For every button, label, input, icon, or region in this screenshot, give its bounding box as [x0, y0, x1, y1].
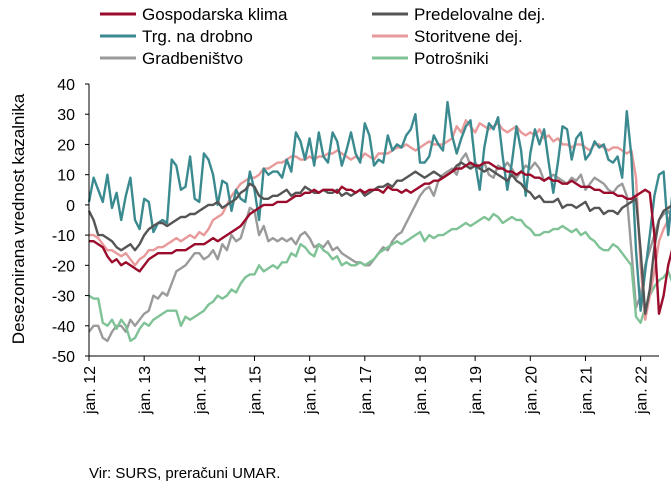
y-tick-label: 40 — [57, 77, 75, 94]
y-tick-label: -50 — [52, 349, 75, 366]
y-tick-label: -40 — [52, 319, 75, 336]
x-tick-label: jan. 19 — [468, 366, 485, 415]
legend: Gospodarska klima Predelovalne dej. Trg. n… — [100, 5, 545, 68]
legend-label-1: Predelovalne dej. — [414, 5, 545, 24]
y-tick-label: 20 — [57, 137, 75, 154]
x-tick-label: jan. 21 — [578, 366, 595, 415]
legend-label-3: Storitvene dej. — [414, 27, 523, 46]
y-tick-label: 30 — [57, 107, 75, 124]
y-tick-label: -20 — [52, 258, 75, 275]
legend-label-5: Potrošniki — [414, 49, 489, 68]
y-tick-label: 10 — [57, 168, 75, 185]
x-tick-label: jan. 17 — [358, 366, 375, 415]
legend-label-4: Gradbeništvo — [142, 49, 243, 68]
x-tick-label: jan. 18 — [413, 366, 430, 415]
series-line-2 — [87, 100, 671, 312]
source-note: Vir: SURS, preračuni UMAR. — [89, 465, 280, 482]
y-tick-label: -30 — [52, 289, 75, 306]
x-tick-label: jan. 15 — [247, 366, 264, 415]
legend-label-2: Trg. na drobno — [142, 27, 253, 46]
x-tick-label: jan. 16 — [303, 366, 320, 415]
x-tick-label: jan. 22 — [634, 366, 651, 415]
y-tick-label: 0 — [66, 198, 75, 215]
series-line-5 — [88, 212, 671, 343]
series-line-1 — [87, 161, 671, 315]
series-line-0 — [89, 161, 671, 315]
series-line-3 — [89, 119, 671, 321]
x-tick-label: jan. 20 — [523, 366, 540, 415]
y-axis-label: Desezonirana vrednost kazalnika — [9, 93, 28, 344]
x-tick-label: jan. 13 — [137, 366, 154, 415]
plot-area — [87, 100, 671, 343]
y-tick-label: -10 — [52, 228, 75, 245]
axes: 40 30 20 10 0 -10 -20 -30 -40 -50 jan. 12 jan. 13 ja… — [52, 77, 659, 415]
legend-label-0: Gospodarska klima — [142, 5, 288, 24]
x-tick-label: jan. 12 — [82, 366, 99, 415]
x-tick-label: jan. 14 — [192, 366, 209, 415]
